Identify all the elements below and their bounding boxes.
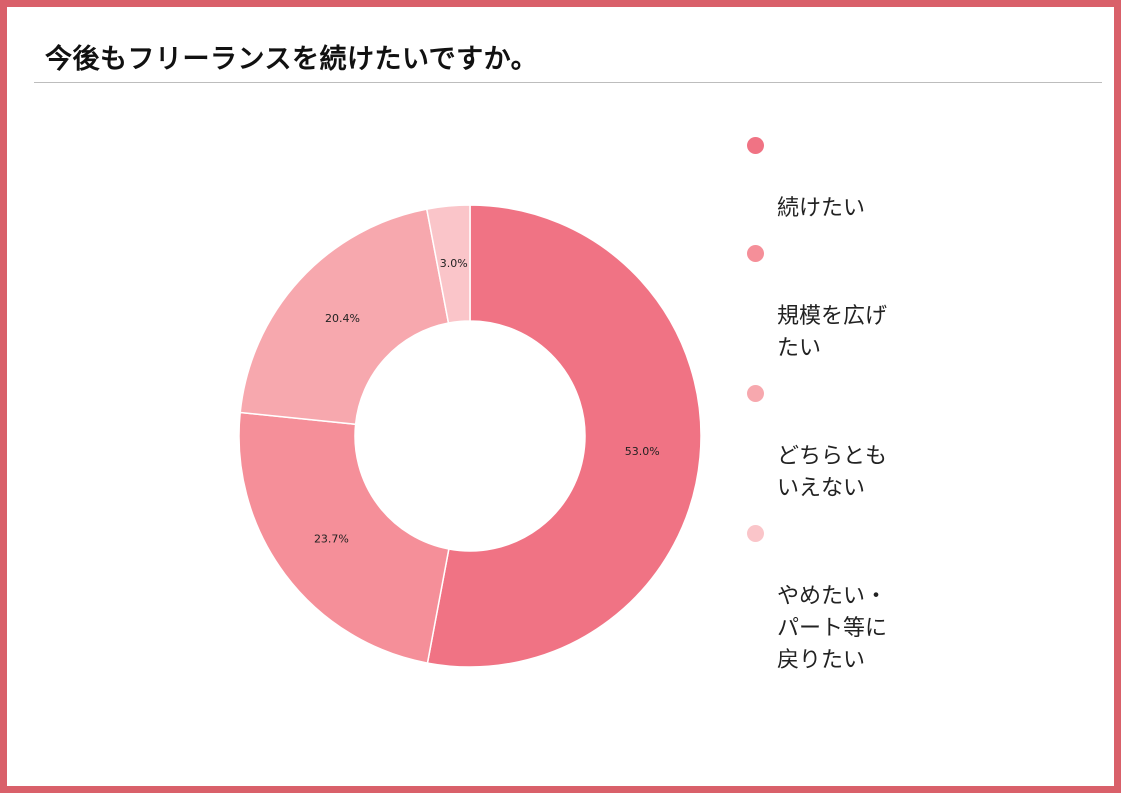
legend-label-quit: やめたい・ パート等に 戻りたい xyxy=(777,584,888,673)
title-divider xyxy=(34,82,1102,83)
legend-item-undecided: どちらとも いえない xyxy=(747,377,947,505)
donut-value-labels: 53.0% 23.7% 20.4% 3.0% xyxy=(314,257,660,546)
legend-label-continue: 続けたい xyxy=(777,196,866,221)
legend: 続けたい 規模を広げ たい どちらとも いえない やめたい・ パート等に 戻りた… xyxy=(747,129,947,689)
legend-swatch-expand xyxy=(747,245,764,262)
legend-swatch-continue xyxy=(747,137,764,154)
legend-label-undecided: どちらとも いえない xyxy=(777,444,888,501)
legend-item-continue: 続けたい xyxy=(747,129,947,225)
donut-slice-expand xyxy=(238,411,450,664)
legend-item-quit: やめたい・ パート等に 戻りたい xyxy=(747,517,947,677)
slice-value-label-expand: 23.7% xyxy=(314,533,349,546)
slice-value-label-undecided: 20.4% xyxy=(325,312,360,325)
donut-slices xyxy=(238,204,702,668)
chart-title: 今後もフリーランスを続けたいですか。 xyxy=(45,44,539,75)
slice-value-label-quit: 3.0% xyxy=(440,257,468,270)
legend-swatch-undecided xyxy=(747,385,764,402)
legend-item-expand: 規模を広げ たい xyxy=(747,237,947,365)
slice-value-label-continue: 53.0% xyxy=(625,445,660,458)
donut-slice-continue xyxy=(426,204,702,668)
legend-swatch-quit xyxy=(747,525,764,542)
donut-chart: 53.0% 23.7% 20.4% 3.0% xyxy=(238,204,702,668)
legend-label-expand: 規模を広げ たい xyxy=(777,304,888,361)
donut-slice-quit xyxy=(425,204,471,324)
donut-slice-undecided xyxy=(239,208,450,426)
